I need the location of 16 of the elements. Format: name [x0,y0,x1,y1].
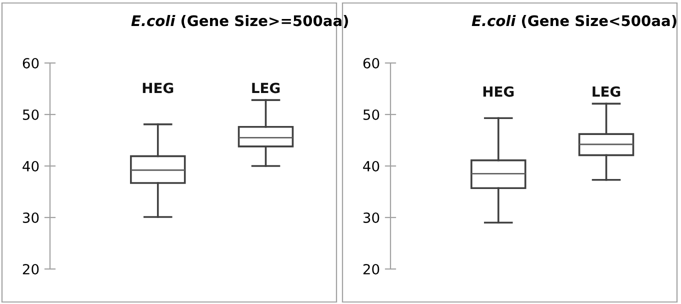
y-tick-label: 40 [22,160,39,172]
x-tick-label: LEG [592,86,620,97]
y-tick-label: 20 [363,264,380,274]
y-tick-label: 20 [22,264,39,274]
x-tick-label: HEG [483,86,514,97]
x-tick-label: LEG [252,82,280,94]
y-tick-label: 30 [22,212,39,223]
y-tick-label: 30 [363,212,380,223]
x-tick-label: HEG [142,82,174,94]
y-tick-label: 60 [363,58,380,68]
y-tick-label: 60 [22,58,39,68]
y-tick-label: 50 [22,109,39,120]
chart-title: E.coli (Gene Size>=500aa) [131,14,348,28]
y-tick-label: 40 [363,160,380,172]
chart-title: E.coli (Gene Size<500aa) [472,14,676,28]
y-tick-label: 50 [363,109,380,120]
